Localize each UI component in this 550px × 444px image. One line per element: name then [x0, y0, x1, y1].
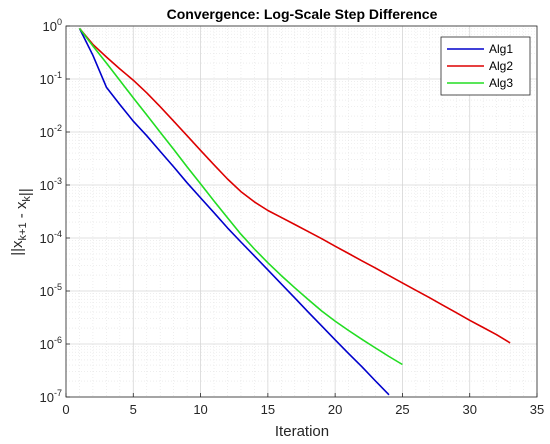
legend-label-alg2: Alg2 — [489, 59, 513, 73]
x-tick-label: 10 — [193, 402, 207, 417]
y-tick-label: 10-3 — [40, 176, 62, 193]
chart-title: Convergence: Log-Scale Step Difference — [167, 6, 438, 22]
legend-label-alg3: Alg3 — [489, 76, 513, 90]
y-tick-exponent: -4 — [54, 229, 62, 239]
y-tick-label: 100 — [43, 17, 62, 34]
x-tick-label: 25 — [395, 402, 409, 417]
y-tick-exponent: -2 — [54, 123, 62, 133]
legend-label-alg1: Alg1 — [489, 42, 513, 56]
y-tick-exponent: -1 — [54, 70, 62, 80]
y-axis-label: ||xk+1 - xk|| — [9, 188, 34, 255]
y-tick-label: 10-2 — [40, 123, 62, 140]
y-tick-label: 10-7 — [40, 388, 62, 405]
y-tick-label: 10-4 — [40, 229, 62, 246]
axes-frame — [65, 25, 538, 398]
x-tick-label: 35 — [530, 402, 544, 417]
y-tick-exponent: -3 — [54, 176, 62, 186]
plot-area: 0 5 10 15 20 25 30 35 10-7 10-6 10-5 10-4 10-3 10-2 10… — [40, 17, 545, 417]
y-tick-exponent: 0 — [57, 17, 62, 27]
y-tick-label: 10-1 — [40, 70, 62, 87]
y-tick-label: 10-5 — [40, 282, 62, 299]
y-tick-exponent: -5 — [54, 282, 62, 292]
x-axis-label: Iteration — [275, 423, 329, 440]
y-tick-label: 10-6 — [40, 335, 62, 352]
x-tick-label: 5 — [130, 402, 137, 417]
x-tick-label: 15 — [261, 402, 275, 417]
series-line-alg3 — [78, 27, 403, 366]
x-tick-label: 30 — [462, 402, 476, 417]
series-line-alg2 — [78, 27, 511, 344]
y-axis-label-text: ||xk+1 - xk|| — [9, 188, 34, 255]
x-tick-label: 0 — [62, 402, 69, 417]
x-tick-label: 20 — [328, 402, 342, 417]
legend: Alg1 Alg2 Alg3 — [440, 36, 531, 96]
series-line-alg1 — [78, 28, 390, 396]
y-tick-exponent: -6 — [54, 335, 62, 345]
y-tick-exponent: -7 — [54, 388, 62, 398]
